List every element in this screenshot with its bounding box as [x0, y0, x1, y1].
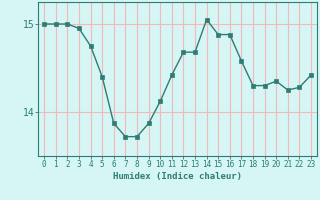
X-axis label: Humidex (Indice chaleur): Humidex (Indice chaleur)	[113, 172, 242, 181]
